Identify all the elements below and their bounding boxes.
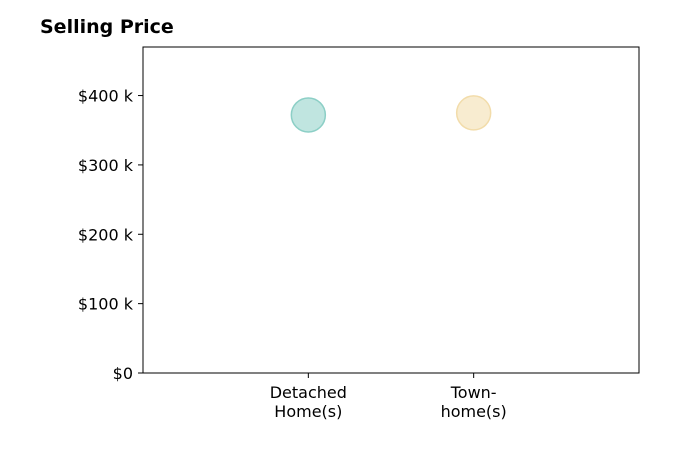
data-point <box>455 95 492 131</box>
y-tick-label: $100 k <box>78 295 134 314</box>
data-points <box>290 95 492 133</box>
x-tick-label: Town-home(s) <box>441 383 507 421</box>
y-tick-label: $0 <box>113 364 133 383</box>
data-point <box>290 97 327 133</box>
y-tick-label: $300 k <box>78 156 134 175</box>
chart-title: Selling Price <box>40 16 174 38</box>
y-axis: $0 $100 k $200 k $300 k $400 k <box>78 87 143 383</box>
y-tick-label: $400 k <box>78 87 134 106</box>
x-tick-label: Detached Home(s) <box>270 383 347 421</box>
x-axis: Detached Home(s) Town-home(s) <box>270 373 507 421</box>
y-tick-label: $200 k <box>78 225 134 244</box>
plot-frame <box>142 46 640 374</box>
